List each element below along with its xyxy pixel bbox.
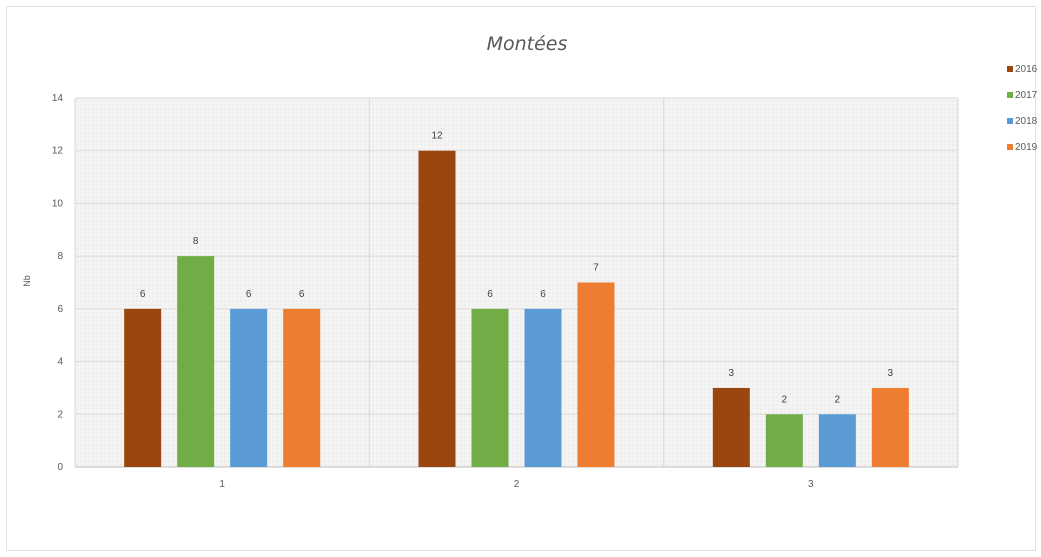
legend-label-2018: 2018 (1015, 116, 1038, 127)
data-label: 6 (246, 289, 252, 300)
data-label: 8 (193, 236, 199, 247)
y-axis-title: Nb (22, 275, 32, 287)
bar-2017-2 (471, 308, 509, 467)
x-axis: 1 2 3 (75, 466, 958, 490)
data-label: 6 (540, 289, 546, 300)
bars (124, 150, 909, 467)
y-tick-label: 8 (57, 251, 63, 262)
bar-2019-2 (577, 282, 615, 467)
bar-2017-3 (765, 414, 803, 467)
bar-2019-1 (283, 308, 321, 467)
data-label: 6 (140, 289, 146, 300)
bar-2016-2 (418, 150, 456, 467)
y-tick-label: 10 (52, 198, 64, 209)
data-label: 2 (782, 394, 788, 405)
bar-2018-1 (230, 308, 268, 467)
legend-swatch-2016 (1007, 66, 1013, 72)
bar-2017-1 (177, 256, 215, 467)
legend-swatch-2018 (1007, 118, 1013, 124)
legend-swatch-2017 (1007, 92, 1013, 98)
y-tick-label: 2 (57, 409, 63, 420)
data-labels: 6 8 6 6 12 6 6 7 3 2 2 3 (140, 131, 894, 406)
x-tick-label: 2 (514, 479, 520, 490)
gridlines (74, 97, 959, 468)
chart-title: Montées (487, 33, 568, 55)
x-tick-label: 3 (808, 479, 814, 490)
legend: 2016 2017 2018 2019 (1007, 64, 1038, 153)
bar-2016-3 (712, 387, 750, 467)
data-label: 3 (888, 368, 894, 379)
legend-label-2019: 2019 (1015, 142, 1038, 153)
bar-2018-3 (818, 414, 856, 467)
y-tick-label: 6 (57, 304, 63, 315)
data-label: 2 (835, 394, 841, 405)
y-tick-label: 14 (52, 93, 64, 104)
bar-2019-3 (871, 387, 909, 467)
data-label: 7 (593, 263, 599, 274)
plot-area (75, 98, 958, 467)
legend-label-2016: 2016 (1015, 64, 1038, 75)
bar-2018-2 (524, 308, 562, 467)
data-label: 6 (487, 289, 493, 300)
legend-swatch-2019 (1007, 144, 1013, 150)
x-tick-label: 1 (219, 479, 225, 490)
y-tick-label: 0 (57, 462, 63, 473)
data-label: 12 (431, 131, 443, 142)
data-label: 3 (729, 368, 735, 379)
y-tick-label: 12 (52, 146, 64, 157)
bar-2016-1 (124, 308, 162, 467)
y-axis: 0 2 4 6 8 10 12 14 (52, 93, 64, 473)
legend-label-2017: 2017 (1015, 90, 1038, 101)
data-label: 6 (299, 289, 305, 300)
y-tick-label: 4 (57, 357, 63, 368)
